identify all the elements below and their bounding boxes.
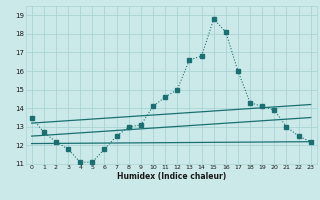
- X-axis label: Humidex (Indice chaleur): Humidex (Indice chaleur): [116, 172, 226, 181]
